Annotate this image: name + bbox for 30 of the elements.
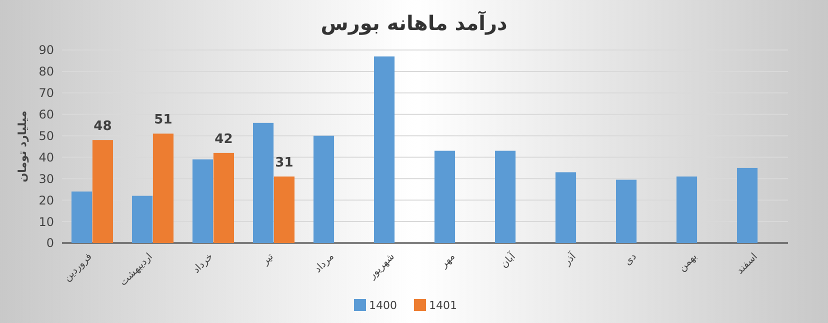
y-tick-label: 60 (38, 108, 54, 122)
chart-title: درآمد ماهانه بورس (320, 10, 508, 35)
y-tick-label: 0 (46, 236, 54, 250)
y-tick-label: 10 (38, 214, 54, 229)
x-tick-label: خرداد (191, 251, 216, 276)
y-tick-label: 80 (38, 64, 54, 79)
x-tick-label: فروردین (62, 251, 95, 284)
x-tick-label: شهریور (366, 251, 397, 282)
x-tick-label: دی (622, 251, 639, 268)
x-tick-label: بهمن (676, 251, 700, 274)
legend-label: 1401 (429, 298, 457, 312)
y-tick-label: 70 (38, 86, 54, 100)
x-tick-label: اسفند (734, 251, 760, 276)
x-tick-label: آبان (497, 249, 519, 270)
x-tick-label: آذر (560, 249, 580, 268)
data-label: 42 (214, 132, 233, 147)
data-label: 31 (275, 156, 294, 171)
data-label: 51 (154, 112, 172, 128)
y-tick-label: 40 (38, 150, 54, 164)
x-tick-label: تیر (259, 251, 276, 268)
y-tick-label: 50 (38, 128, 54, 143)
y-axis-title: میلیارد تومان (16, 110, 29, 182)
x-tick-label: اردیبهشت (118, 251, 155, 288)
x-tick-label: مهر (438, 251, 458, 271)
y-tick-label: 90 (38, 43, 54, 58)
data-label: 48 (94, 119, 112, 134)
y-tick-label: 30 (38, 172, 54, 186)
y-tick-label: 20 (38, 193, 54, 208)
legend-label: 1400 (369, 298, 397, 312)
x-tick-label: مرداد (312, 251, 336, 276)
